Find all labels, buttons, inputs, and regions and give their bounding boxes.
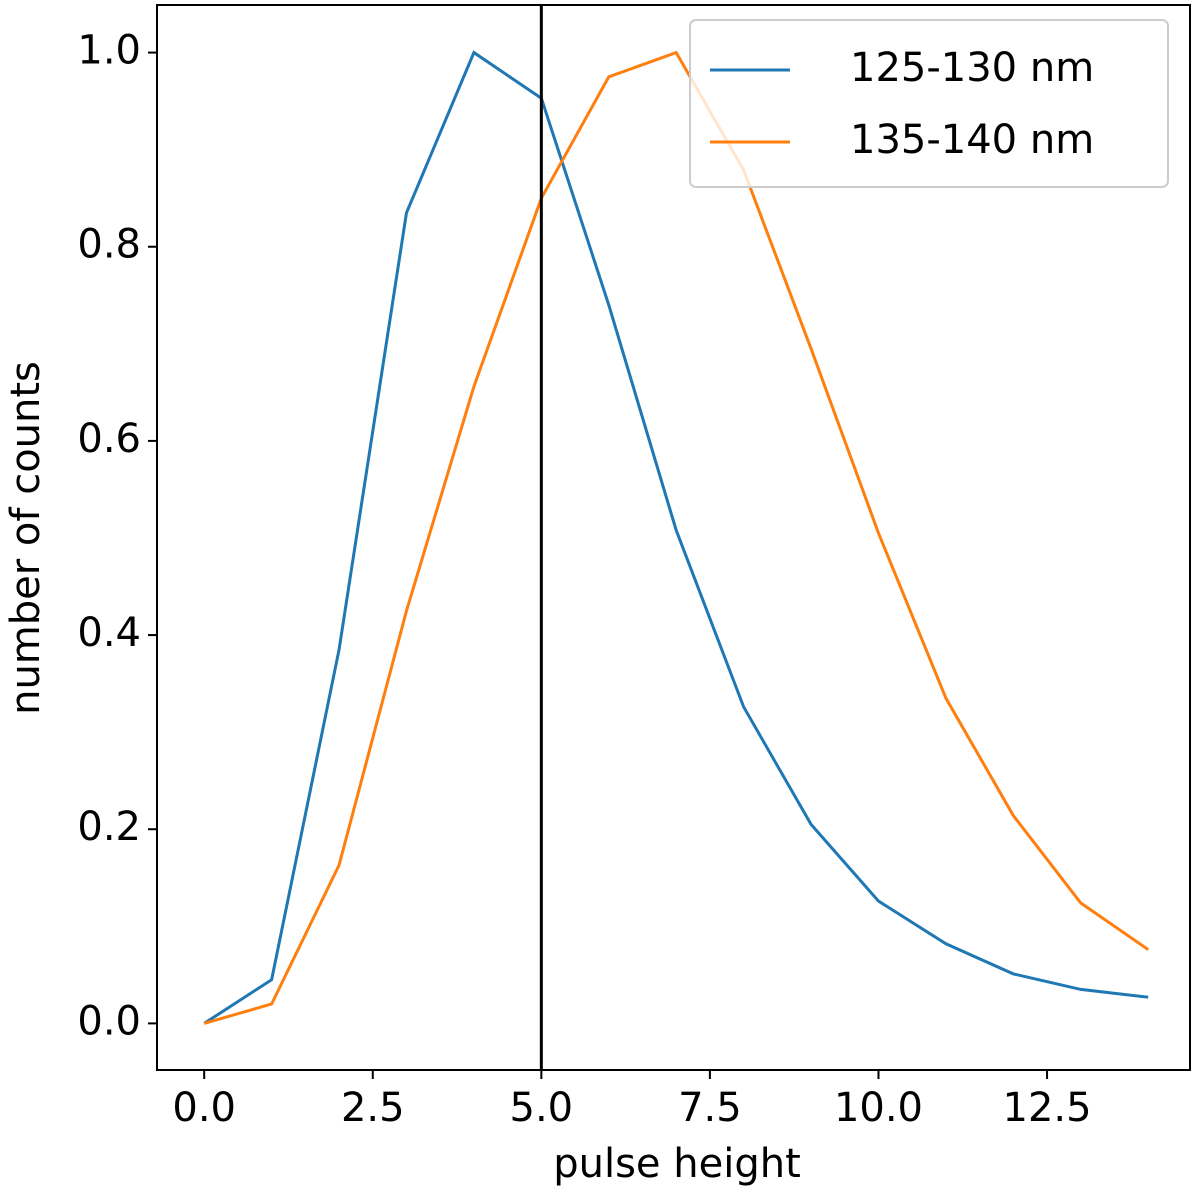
y-tick-label: 0.4: [77, 610, 141, 656]
x-tick-label: 7.5: [678, 1085, 742, 1131]
plot-frame: [156, 4, 1191, 1071]
x-tick-label: 10.0: [834, 1085, 923, 1131]
legend-box: [689, 19, 1169, 188]
y-tick-label: 1.0: [77, 28, 141, 74]
legend-label: 125-130 nm: [850, 45, 1094, 91]
y-tick-label: 0.6: [77, 416, 141, 462]
x-tick-label: 12.5: [1003, 1085, 1092, 1131]
y-tick-label: 0.8: [77, 222, 141, 268]
x-tick-label: 5.0: [510, 1085, 574, 1131]
x-axis-label: pulse height: [553, 1141, 801, 1187]
y-axis-label: number of counts: [3, 361, 49, 715]
y-tick-label: 0.0: [77, 998, 141, 1044]
data-line: [203, 50, 1149, 1025]
x-tick-label: 0.0: [172, 1085, 236, 1131]
y-tick-label: 0.2: [77, 804, 141, 850]
x-tick-label: 2.5: [341, 1085, 405, 1131]
legend: 125-130 nm 135-140 nm: [689, 19, 1169, 188]
legend-label: 135-140 nm: [850, 117, 1094, 163]
data-line: [203, 50, 1150, 1025]
